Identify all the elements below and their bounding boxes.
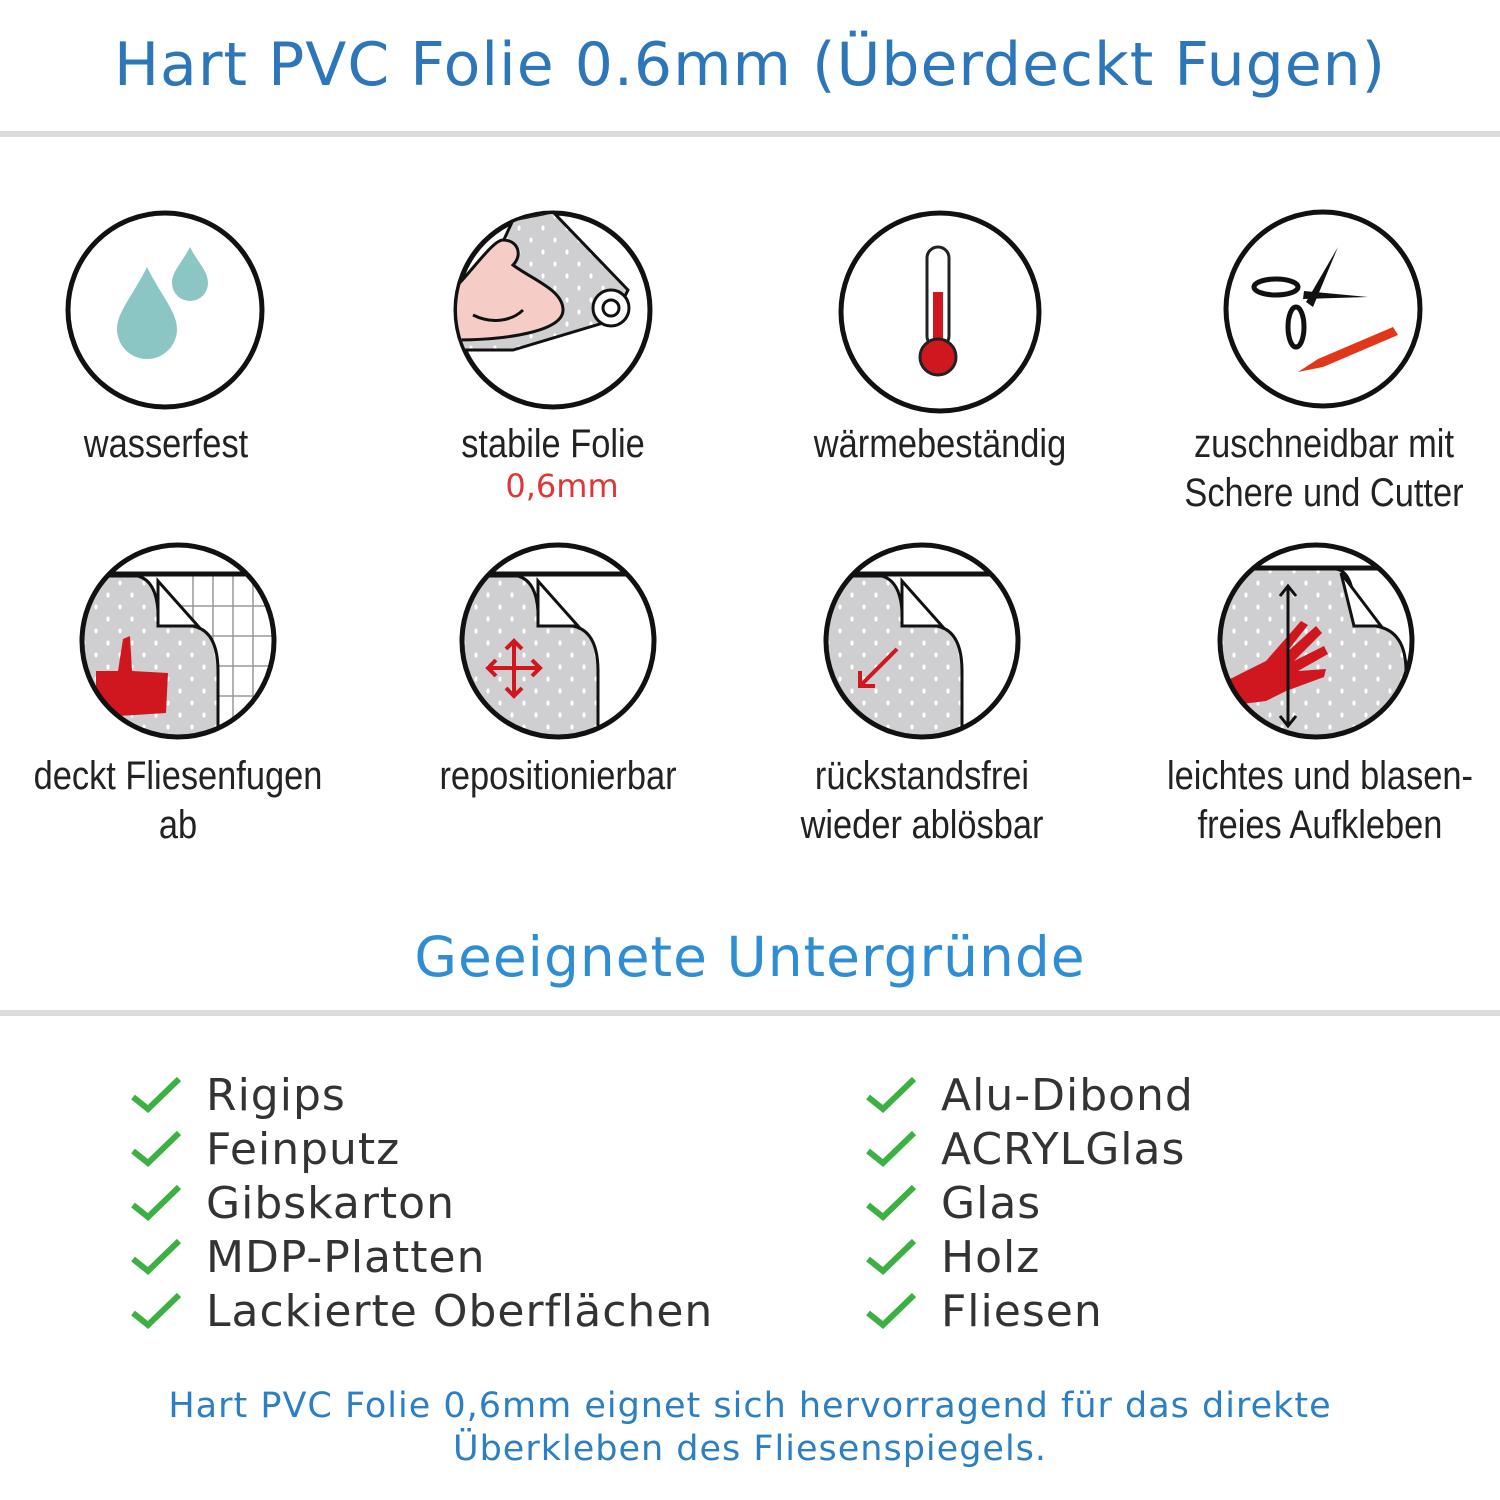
label-line: leichtes und blasen- xyxy=(1167,754,1473,798)
check-icon xyxy=(131,1292,182,1329)
thermometer-icon xyxy=(838,210,1042,414)
list-item: Fliesen xyxy=(865,1284,1194,1338)
check-icon xyxy=(131,1238,182,1275)
list-item-label: Glas xyxy=(941,1177,1042,1229)
feature-label: wasserfest xyxy=(83,422,249,466)
check-icon xyxy=(866,1076,917,1113)
divider xyxy=(0,131,1500,137)
list-item: Alu-Dibond xyxy=(865,1068,1194,1122)
feature-label: wärmebeständig xyxy=(813,422,1067,466)
check-icon xyxy=(866,1292,917,1329)
feature-label: leichtes und blasen-freies Aufkleben xyxy=(1157,752,1484,850)
list-item-label: ACRYLGlas xyxy=(941,1123,1186,1175)
surface-list-left: Rigips Feinputz Gibskarton MDP-Platten L… xyxy=(130,1068,713,1338)
check-icon xyxy=(131,1130,182,1167)
list-item: ACRYLGlas xyxy=(865,1122,1194,1176)
surface-list-right: Alu-Dibond ACRYLGlas Glas Holz Fliesen xyxy=(865,1068,1194,1338)
water-drops-icon xyxy=(65,210,265,410)
feature-label: stabile Folie xyxy=(461,422,645,466)
list-item-label: Fliesen xyxy=(941,1285,1103,1337)
section-heading: Geeignete Untergründe xyxy=(414,925,1086,989)
list-item-label: MDP-Platten xyxy=(206,1231,486,1283)
label-line: rückstandsfrei xyxy=(814,754,1030,798)
list-item: Glas xyxy=(865,1176,1194,1230)
list-item: Holz xyxy=(865,1230,1194,1284)
check-icon xyxy=(866,1184,917,1221)
list-item: Feinputz xyxy=(130,1122,713,1176)
list-item-label: Alu-Dibond xyxy=(941,1069,1194,1121)
feature-label: deckt Fliesenfugen ab xyxy=(33,754,323,847)
footer-line: Hart PVC Folie 0,6mm eignet sich hervorr… xyxy=(168,1386,1332,1426)
list-item-label: Feinputz xyxy=(206,1123,401,1175)
list-item-label: Holz xyxy=(941,1231,1041,1283)
strong-arm-icon xyxy=(453,210,653,410)
list-item: MDP-Platten xyxy=(130,1230,713,1284)
list-item: Rigips xyxy=(130,1068,713,1122)
label-line: Schere und Cutter xyxy=(1184,471,1464,515)
scissors-cutter-icon xyxy=(1223,209,1423,409)
feature-label: repositionierbar xyxy=(439,754,677,798)
peel-arrow-icon xyxy=(823,542,1021,740)
list-item: Lackierte Oberflächen xyxy=(130,1284,713,1338)
page-title: Hart PVC Folie 0.6mm (Überdeckt Fugen) xyxy=(113,30,1387,100)
feature-sublabel: 0,6mm xyxy=(505,467,619,505)
feature-label: zuschneidbar mit Schere und Cutter xyxy=(1161,420,1488,518)
list-item-label: Rigips xyxy=(206,1069,346,1121)
check-icon xyxy=(131,1076,182,1113)
feature-label: rückstandsfrei wieder ablösbar xyxy=(759,752,1086,850)
check-icon xyxy=(866,1130,917,1167)
label-line: wieder ablösbar xyxy=(800,803,1044,847)
check-icon xyxy=(866,1238,917,1275)
list-item-label: Lackierte Oberflächen xyxy=(206,1285,714,1337)
footer-line: Überkleben des Fliesenspiegels. xyxy=(452,1429,1048,1469)
list-item-label: Gibskarton xyxy=(206,1177,455,1229)
label-line: zuschneidbar mit xyxy=(1193,422,1455,466)
list-item: Gibskarton xyxy=(130,1176,713,1230)
thumbs-up-icon xyxy=(79,542,277,740)
label-line: freies Aufkleben xyxy=(1197,803,1443,847)
check-icon xyxy=(131,1184,182,1221)
move-arrows-icon xyxy=(459,542,657,740)
divider xyxy=(0,1010,1500,1016)
hand-smooth-icon xyxy=(1217,542,1415,740)
footer-note: Hart PVC Folie 0,6mm eignet sich hervorr… xyxy=(0,1385,1500,1471)
